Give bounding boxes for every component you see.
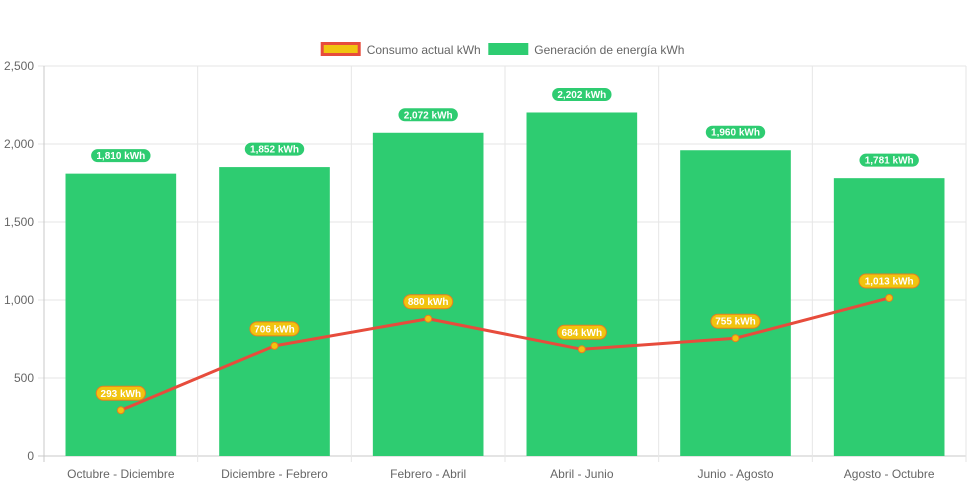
legend[interactable]: Consumo actual kWh Generación de energía … [320, 42, 684, 57]
axes: 0 500 1,000 1,500 2,000 2,500 Octubre - Diciem… [4, 59, 935, 481]
legend-item[interactable]: Generación de energía kWh [488, 43, 684, 57]
y-tick-label: 1,500 [4, 215, 34, 229]
line-data-label-text: 706 kWh [254, 324, 295, 335]
bar-data-label-text: 1,781 kWh [865, 156, 914, 167]
bar-data-label: 1,781 kWh [858, 152, 920, 168]
x-tick-label: Octubre - Diciembre [67, 467, 175, 481]
line-point [424, 314, 433, 323]
bar-data-label-text: 2,072 kWh [404, 110, 453, 121]
line-data-label-bg [95, 385, 146, 401]
line-data-label-text: 1,013 kWh [865, 276, 914, 287]
bar-data-label-bg [243, 141, 306, 157]
bar-data-label-bg [397, 107, 459, 123]
bar-data-label: 1,852 kWh [243, 141, 306, 157]
y-tick-label: 500 [14, 371, 34, 385]
line-data-label: 1,013 kWh [858, 273, 920, 289]
x-tick-label: Junio - Agosto [697, 467, 773, 481]
bar-series [65, 112, 945, 457]
bar-data-label: 1,960 kWh [704, 124, 767, 140]
line-path [120, 296, 890, 412]
line-point [116, 406, 125, 415]
line-data-label-bg [710, 313, 761, 329]
bar-data-label: 2,202 kWh [551, 86, 613, 102]
bar-data-label-text: 2,202 kWh [557, 90, 606, 101]
legend-item[interactable]: Consumo actual kWh [320, 42, 481, 57]
bar-data-label-text: 1,960 kWh [711, 128, 760, 139]
legend-label: Consumo actual kWh [367, 43, 481, 57]
bar-data-label-bg [704, 124, 767, 140]
line-data-label: 293 kWh [95, 385, 146, 401]
line-data-label-text: 755 kWh [715, 317, 756, 328]
line-data-label-bg [556, 324, 607, 340]
bar-data-label-text: 1,852 kWh [250, 145, 299, 156]
line-point [577, 345, 586, 354]
bar [526, 112, 638, 456]
bar-data-label: 2,072 kWh [397, 107, 459, 123]
line-series [116, 293, 894, 415]
line-data-label: 755 kWh [710, 313, 761, 329]
bar-data-label: 1,810 kWh [90, 148, 152, 164]
line-point [731, 334, 740, 343]
line-data-label: 706 kWh [249, 321, 300, 337]
line-point [885, 293, 894, 302]
y-tick-label: 0 [27, 449, 34, 463]
x-tick-label: Abril - Junio [550, 467, 614, 481]
line-data-label-bg [249, 321, 300, 337]
x-tick-label: Agosto - Octubre [844, 467, 935, 481]
legend-swatch [488, 43, 529, 55]
line-data-label: 880 kWh [403, 294, 454, 310]
legend-swatch [320, 42, 361, 56]
bar-data-label-bg [90, 148, 152, 164]
line-data-label-text: 684 kWh [562, 328, 603, 339]
x-tick-label: Febrero - Abril [390, 467, 466, 481]
line-data-label-bg [858, 273, 920, 289]
bar [833, 178, 945, 456]
data-labels: 1,810 kWh 1,852 kWh 2,072 kWh 2,202 kWh 1,96… [90, 86, 920, 401]
legend-label: Generación de energía kWh [534, 43, 684, 57]
bar [219, 167, 330, 456]
line-data-label-text: 880 kWh [408, 297, 449, 308]
line-data-label-bg [403, 294, 454, 310]
y-tick-label: 2,000 [4, 137, 34, 151]
bar [680, 150, 791, 457]
line-data-label: 684 kWh [556, 324, 607, 340]
line-data-label-text: 293 kWh [101, 389, 142, 400]
bar-data-label-bg [858, 152, 920, 168]
x-tick-label: Diciembre - Febrero [221, 467, 328, 481]
bar-data-label-text: 1,810 kWh [96, 151, 145, 162]
y-tick-label: 1,000 [4, 293, 34, 307]
line-point [270, 341, 279, 350]
grid [38, 65, 967, 462]
bar-data-label-bg [551, 86, 613, 102]
y-tick-label: 2,500 [4, 59, 34, 73]
